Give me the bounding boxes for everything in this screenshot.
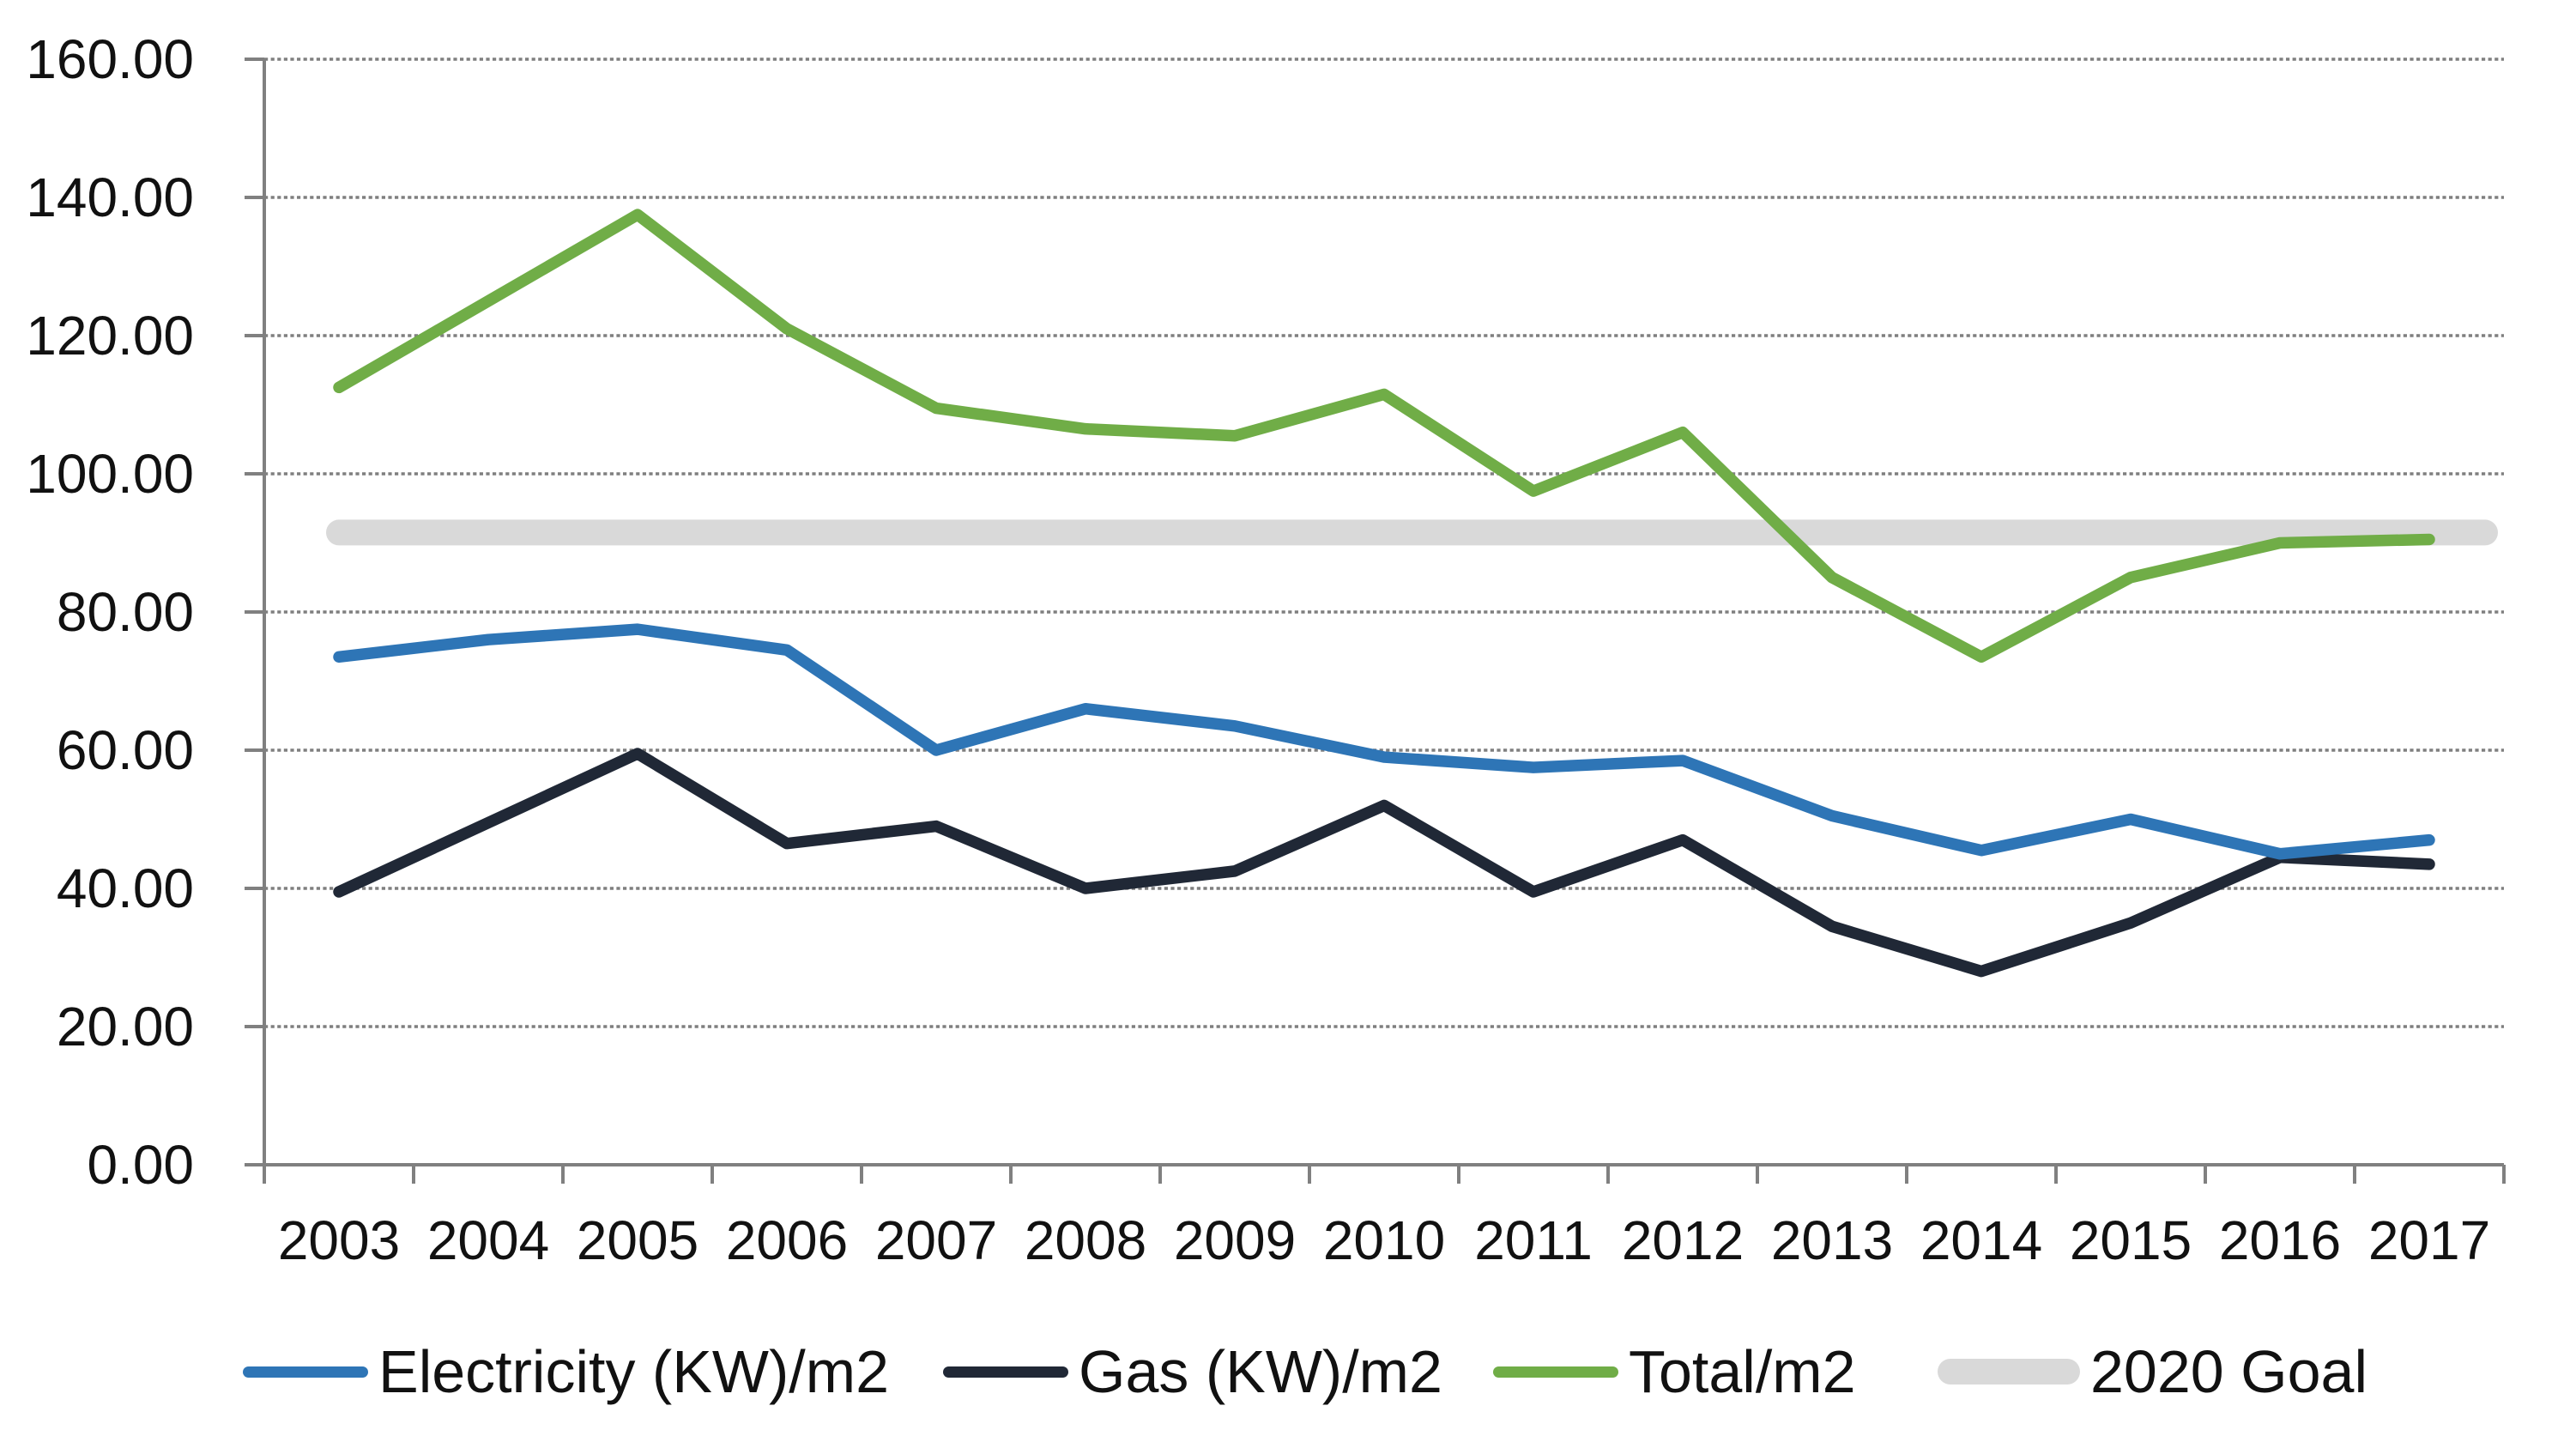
x-axis-label: 2003: [277, 1209, 401, 1271]
x-axis-label: 2016: [2218, 1209, 2342, 1271]
y-axis-label: 160.00: [26, 28, 194, 90]
legend-label-total: Total/m2: [1629, 1338, 1856, 1405]
gas-line-swatch: [943, 1366, 1068, 1378]
y-axis-label: 140.00: [26, 167, 194, 228]
x-axis-label: 2005: [576, 1209, 699, 1271]
legend-item-2020-goal: 2020 Goal: [1938, 1339, 2367, 1404]
y-axis-label: 40.00: [56, 857, 194, 919]
goal-band-swatch: [1938, 1359, 2080, 1385]
legend-item-gas: Gas (KW)/m2: [943, 1339, 1442, 1404]
x-axis-label: 2007: [874, 1209, 998, 1271]
x-axis-label: 2017: [2367, 1209, 2491, 1271]
series-line-total: [333, 209, 2435, 663]
x-axis-label: 2013: [1770, 1209, 1894, 1271]
x-axis-label: 2010: [1322, 1209, 1446, 1271]
x-axis-label: 2014: [1920, 1209, 2043, 1271]
x-axis-label: 2011: [1474, 1209, 1593, 1271]
x-axis-label: 2015: [2069, 1209, 2192, 1271]
legend-label-electricity: Electricity (KW)/m2: [378, 1338, 889, 1405]
y-axis-label: 20.00: [56, 996, 194, 1057]
x-axis-label: 2004: [426, 1209, 550, 1271]
total-line-swatch: [1493, 1366, 1618, 1378]
x-axis-label: 2012: [1621, 1209, 1745, 1271]
y-axis-label: 120.00: [26, 305, 194, 367]
y-axis-label: 60.00: [56, 719, 194, 781]
legend-label-2020-goal: 2020 Goal: [2090, 1338, 2368, 1405]
series-line-gas: [333, 748, 2435, 978]
x-axis-label: 2009: [1173, 1209, 1297, 1271]
electricity-line-swatch: [243, 1366, 368, 1378]
legend-item-total: Total/m2: [1493, 1339, 1856, 1404]
legend-item-electricity: Electricity (KW)/m2: [243, 1339, 889, 1404]
y-axis-label: 0.00: [87, 1134, 194, 1196]
y-axis-label: 80.00: [56, 581, 194, 643]
legend-label-gas: Gas (KW)/m2: [1079, 1338, 1442, 1405]
series-line-electricity: [333, 623, 2435, 860]
x-axis-label: 2008: [1024, 1209, 1147, 1271]
x-axis-label: 2006: [725, 1209, 849, 1271]
y-axis-label: 100.00: [26, 443, 194, 505]
